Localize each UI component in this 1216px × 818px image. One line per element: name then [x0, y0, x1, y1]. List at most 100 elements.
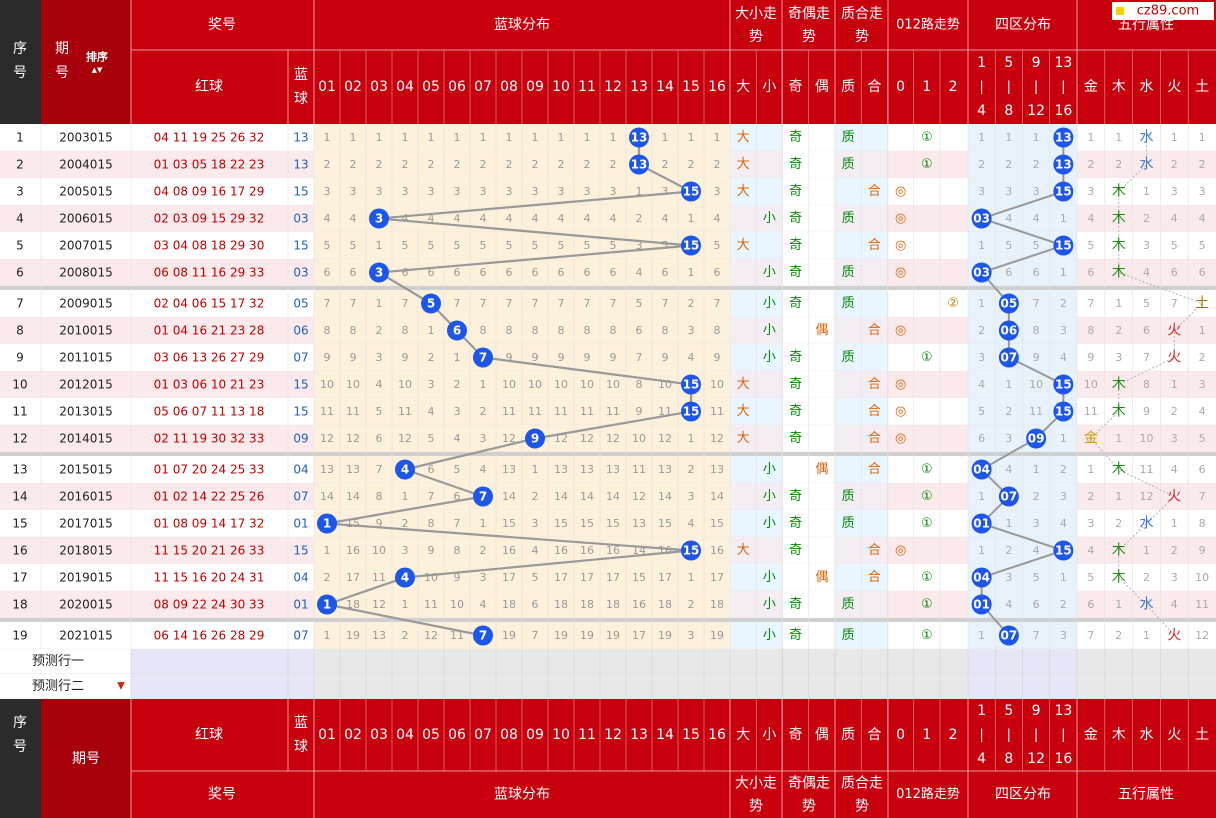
zone-miss-value: 4 [1005, 598, 1012, 611]
zone-header: | [979, 728, 983, 743]
blue-miss-value: 3 [662, 185, 669, 198]
blue-miss-value: 14 [502, 490, 516, 503]
row-period: 2019015 [59, 571, 112, 585]
footer-sub-header: 质 [841, 727, 855, 743]
blue-miss-value: 17 [502, 571, 516, 584]
blue-miss-value: 7 [558, 297, 565, 310]
blue-miss-value: 6 [480, 266, 487, 279]
road-value: ① [921, 570, 933, 585]
blue-hit-ball [629, 127, 649, 148]
wuxing-miss-value: 4 [1087, 544, 1094, 557]
row-period: 2016015 [59, 490, 112, 504]
blue-miss-value: 9 [324, 351, 331, 364]
footer-blue-num: 06 [448, 727, 466, 743]
blue-hit-number: 15 [683, 378, 700, 392]
row-blue-ball: 07 [293, 351, 308, 365]
footer-period: 期号 [72, 751, 100, 767]
footer-seq: 号 [13, 739, 27, 755]
zone-miss-value: 2 [1060, 297, 1067, 310]
predict-label-bg [0, 649, 131, 674]
blue-num-header: 02 [344, 79, 362, 95]
pc-value: 合 [868, 462, 881, 477]
blue-miss-value: 5 [350, 239, 357, 252]
blue-miss-value: 12 [372, 598, 386, 611]
size-value: 小 [763, 296, 776, 311]
section-separator [0, 452, 1216, 456]
sort-button[interactable]: 排序 [86, 50, 108, 64]
expand-arrow-icon[interactable]: ▼ [117, 681, 125, 692]
blue-miss-value: 10 [372, 544, 386, 557]
footer-sub-header: 合 [867, 727, 881, 743]
zone-miss-value: 7 [1033, 297, 1040, 310]
wuxing-miss-value: 1 [1171, 131, 1178, 144]
blue-miss-value: 17 [554, 571, 568, 584]
row-seq: 12 [12, 432, 27, 446]
wuxing-miss-value: 7 [1087, 629, 1094, 642]
blue-miss-value: 1 [428, 324, 435, 337]
blue-miss-value: 6 [636, 324, 643, 337]
blue-miss-value: 10 [502, 378, 516, 391]
size-value: 小 [763, 489, 776, 504]
blue-miss-value: 12 [398, 432, 412, 445]
wuxing-header: 五行属性 [1118, 17, 1174, 33]
blue-miss-value: 8 [350, 324, 357, 337]
sort-arrows-icon[interactable]: ▲▼ [92, 66, 103, 74]
wuxing-miss-value: 6 [1199, 266, 1206, 279]
blue-miss-value: 10 [424, 571, 438, 584]
road-value: ◎ [895, 265, 906, 280]
footer-wuxing: 土 [1195, 727, 1209, 743]
road-value: ◎ [895, 404, 906, 419]
blue-miss-value: 14 [580, 490, 594, 503]
blue-miss-value: 11 [632, 463, 646, 476]
predict-row-label[interactable]: 预测行一 [32, 654, 84, 669]
blue-miss-value: 9 [454, 571, 461, 584]
blue-hit-number: 4 [401, 571, 409, 585]
blue-miss-value: 14 [632, 544, 646, 557]
footer-blue-header: 球 [294, 739, 308, 755]
pc-value: 合 [868, 431, 881, 446]
blue-hit-ball [369, 262, 389, 283]
blue-hit-ball [473, 347, 493, 368]
blue-miss-value: 2 [532, 490, 539, 503]
zone-miss-value: 3 [1033, 517, 1040, 530]
wuxing-miss-value: 1 [1087, 131, 1094, 144]
blue-miss-value: 3 [454, 405, 461, 418]
blue-miss-value: 16 [658, 544, 672, 557]
predict-row-bg [314, 674, 1216, 699]
oe-value: 奇 [789, 264, 802, 280]
row-period: 2003015 [59, 131, 112, 145]
wuxing-miss-value: 2 [1143, 571, 1150, 584]
row-red-balls: 01 02 14 22 25 26 [154, 490, 265, 504]
wuxing-miss-value: 1 [1087, 463, 1094, 476]
blue-miss-value: 5 [402, 239, 409, 252]
blue-miss-value: 7 [610, 297, 617, 310]
blue-miss-value: 1 [428, 131, 435, 144]
blue-miss-value: 4 [558, 212, 565, 225]
blue-miss-value: 3 [688, 324, 695, 337]
wuxing-miss-value: 3 [1171, 571, 1178, 584]
size-value: 小 [763, 570, 776, 585]
blue-miss-value: 3 [610, 185, 617, 198]
footer-wuxing: 金 [1084, 727, 1098, 743]
predict-row-label[interactable]: 预测行二 [32, 679, 84, 694]
wuxing-miss-value: 5 [1087, 571, 1094, 584]
zone-miss-value: 3 [1060, 490, 1067, 503]
blue-num-header: 01 [318, 79, 336, 95]
footer-sub-header: 偶 [815, 727, 829, 743]
blue-miss-value: 1 [714, 131, 721, 144]
blue-miss-value: 7 [402, 297, 409, 310]
blue-miss-value: 5 [584, 239, 591, 252]
blue-miss-value: 14 [320, 490, 334, 503]
blue-miss-value: 3 [480, 432, 487, 445]
blue-hit-number: 15 [683, 185, 700, 199]
row-red-balls: 02 03 09 15 29 32 [154, 212, 265, 226]
footer-zone-dist: 四区分布 [995, 787, 1051, 803]
sub-header: 2 [949, 79, 958, 95]
blue-miss-value: 7 [454, 297, 461, 310]
blue-miss-value: 15 [346, 517, 360, 530]
blue-miss-value: 16 [632, 598, 646, 611]
blue-miss-value: 5 [636, 297, 643, 310]
wuxing-miss-value: 2 [1199, 158, 1206, 171]
blue-miss-value: 12 [580, 432, 594, 445]
blue-miss-value: 14 [658, 490, 672, 503]
